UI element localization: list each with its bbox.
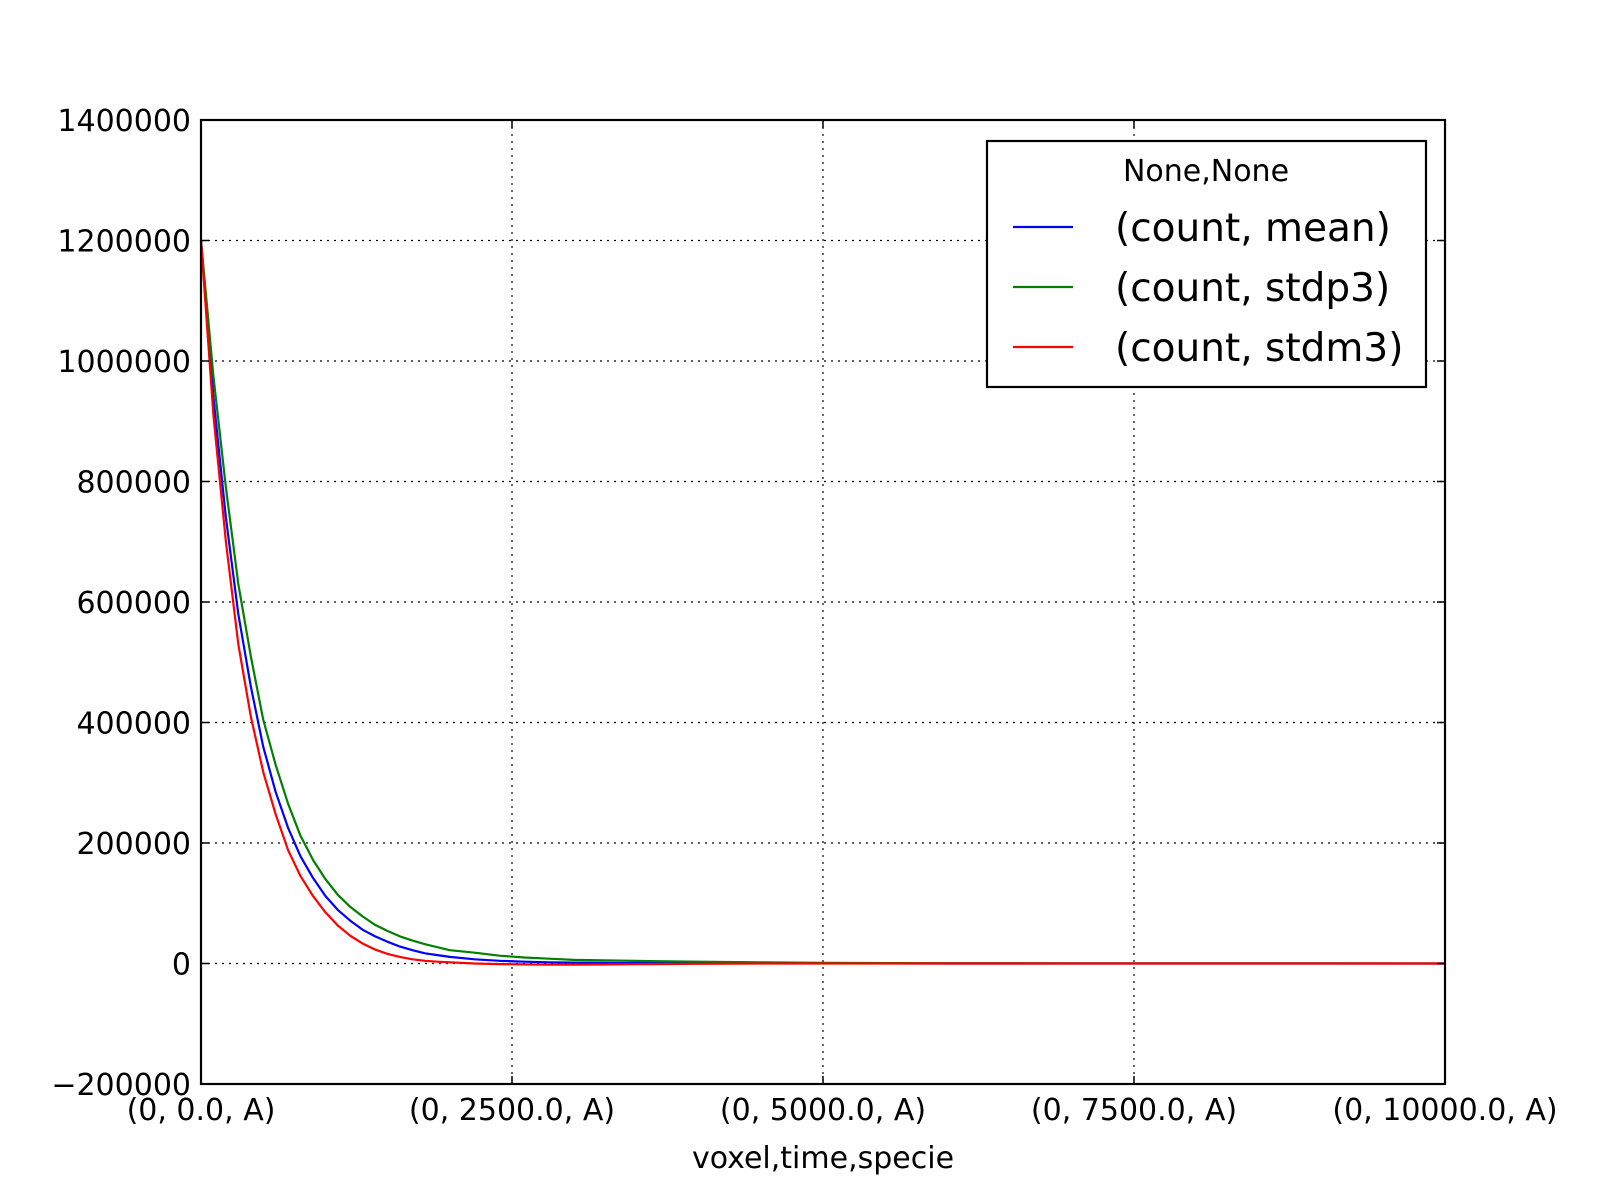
y-tick-label: 1200000 [57,225,191,260]
y-tick-label: 0 [172,948,191,983]
y-tick-label: 600000 [76,586,191,621]
legend-label: (count, stdm3) [1115,326,1403,371]
x-tick-label: (0, 2500.0, A) [409,1093,615,1128]
series-line [199,240,1445,966]
series-lines [199,240,1446,966]
y-tick-label: −200000 [51,1068,191,1103]
legend-title: None,None [1123,154,1289,189]
x-tick-label: (0, 0.0, A) [127,1093,276,1128]
y-tick-label: 200000 [76,827,191,862]
legend: None,None (count, mean)(count, stdp3)(co… [985,139,1428,389]
axis-ticks: (0, 0.0, A) (0, 2500.0, A) (0, 5000.0, A) (… [51,104,1557,1128]
y-tick-label: 1400000 [57,104,191,139]
x-tick-label: (0, 7500.0, A) [1031,1093,1237,1128]
x-axis-label: voxel,time,specie [692,1141,954,1176]
x-tick-label: (0, 5000.0, A) [720,1093,926,1128]
legend-label: (count, mean) [1115,206,1391,251]
legend-items: (count, mean) (count, stdp3) (count, stdm3… [1013,206,1403,371]
legend-label: (count, stdp3) [1115,266,1390,311]
y-tick-label: 1000000 [57,345,191,380]
x-tick-label: (0, 10000.0, A) [1332,1093,1557,1128]
y-tick-label: 800000 [76,466,191,501]
y-tick-label: 400000 [76,707,191,742]
